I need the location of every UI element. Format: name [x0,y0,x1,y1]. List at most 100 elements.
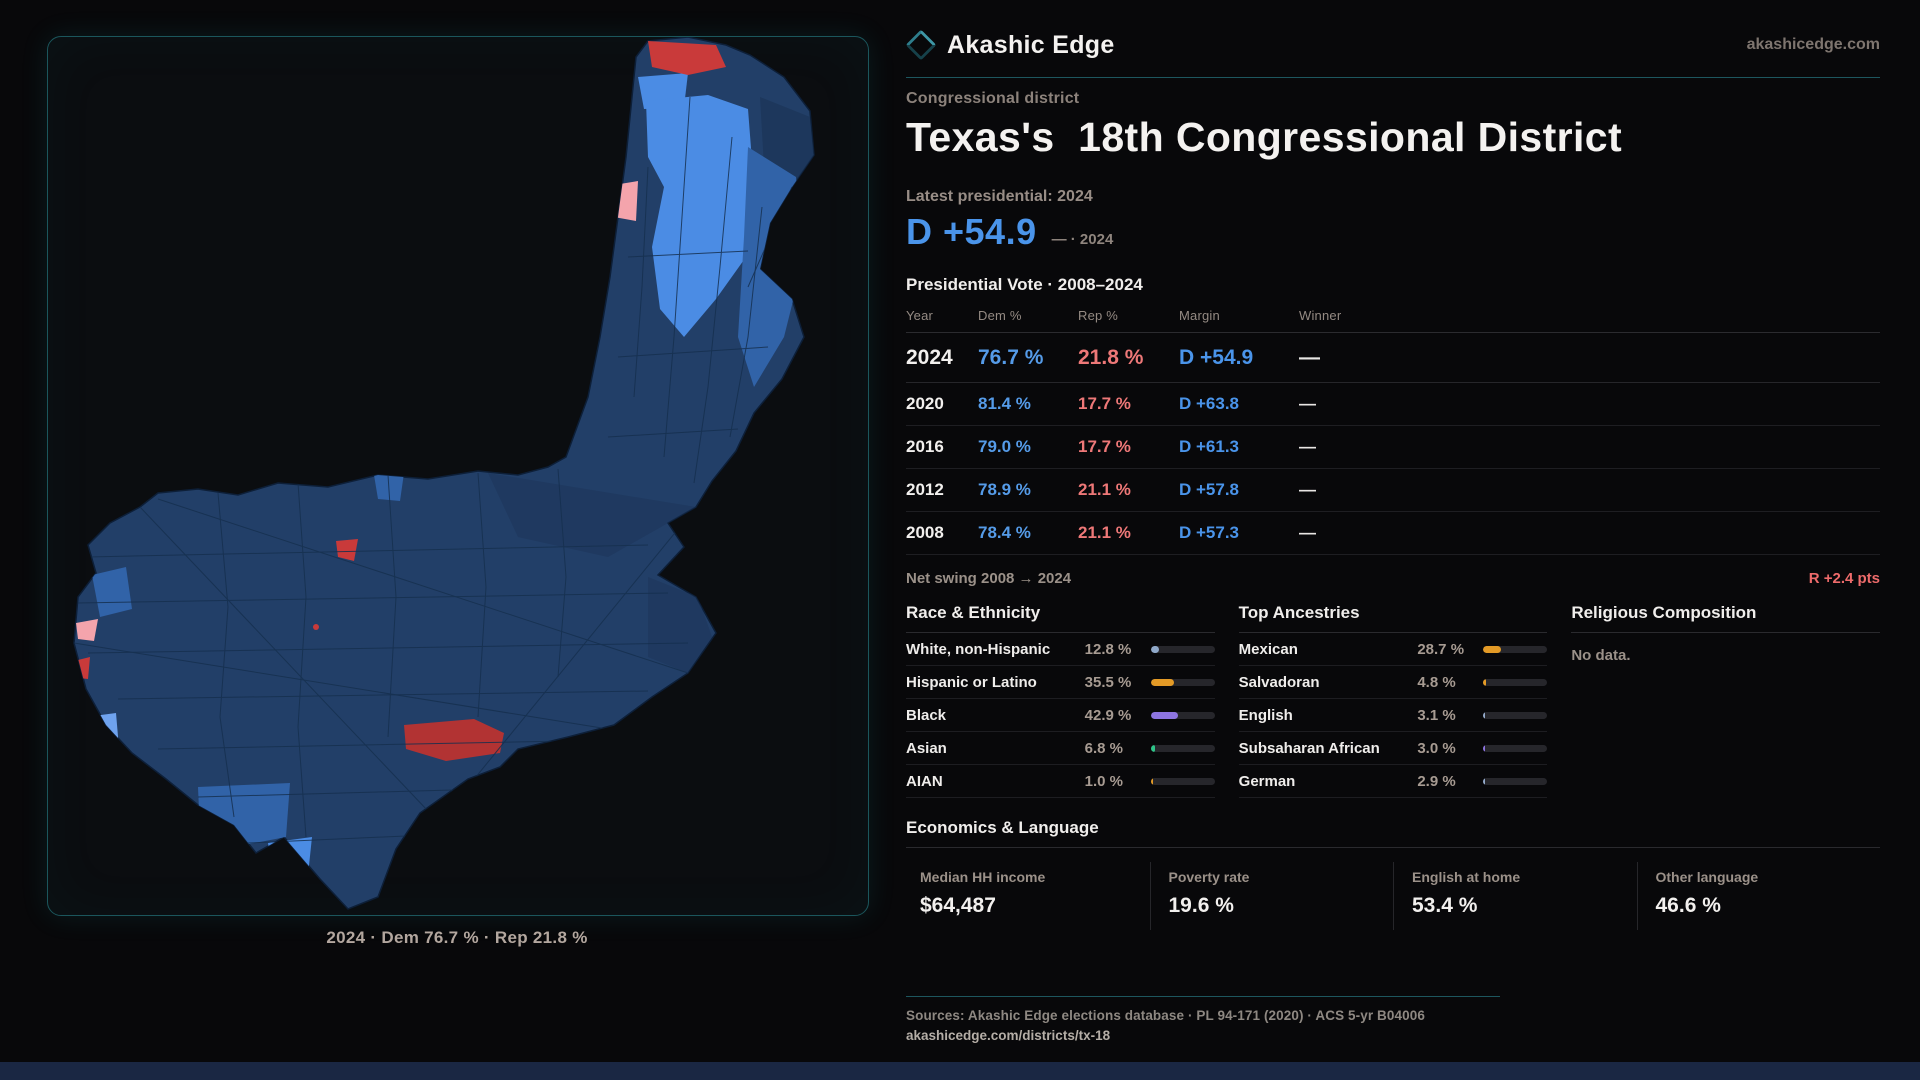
col-year: Year [906,308,934,324]
vote-margin: D +63.8 [1179,394,1240,414]
precinct-borders [74,96,793,898]
vote-rows: 2024 76.7 % 21.8 % D +54.9 — 2020 81.4 % 17.7 %… [906,333,1880,556]
religion-column: Religious Composition No data. [1571,603,1880,798]
precinct-dem-mid [198,783,290,845]
district-map-panel [47,36,869,916]
stat-card: English at home 53.4 % [1393,862,1637,931]
precinct-rep [313,624,319,630]
stat-value: 46.6 % [1655,894,1721,918]
net-swing-label: Net swing 2008 → 2024 [906,570,1072,588]
precinct-dark [488,473,696,557]
religion-empty: No data. [1571,647,1631,665]
demo-row: Mexican 28.7 % [1238,633,1548,667]
vote-margin: D +57.3 [1179,523,1240,543]
vote-margin: D +54.9 [1179,345,1254,369]
demo-bar-fill [1150,777,1153,785]
demo-label: White, non-Hispanic [906,640,1051,658]
vote-winner: — [1299,345,1320,369]
demo-bar [1483,777,1548,785]
precinct-rep [336,539,358,561]
demo-label: AIAN [906,772,943,790]
demo-value: 12.8 % [1084,640,1132,658]
demo-row: Salvadoran 4.8 % [1238,666,1548,700]
demo-row: Black 42.9 % [906,699,1215,733]
religion-title: Religious Composition [1571,603,1880,634]
vote-dem: 76.7 % [978,345,1044,369]
brand-name[interactable]: Akashic Edge [947,30,1115,59]
demo-label: Black [906,706,947,724]
detail-panel: Akashic Edge akashicedge.com Congression… [905,26,1881,1043]
demo-value: 42.9 % [1084,706,1132,724]
precinct-rep [648,41,726,75]
vote-winner: — [1299,523,1316,543]
demo-value: 4.8 % [1417,673,1456,691]
district-url-link[interactable]: akashicedge.com/districts/tx-18 [906,1028,1111,1044]
vote-dem: 81.4 % [978,394,1031,414]
demo-row: Asian 6.8 % [906,732,1215,766]
headline-margin: D +54.9 [906,211,1037,253]
map-caption: 2024 · Dem 76.7 % · Rep 21.8 % [326,928,588,947]
race-title: Race & Ethnicity [906,603,1215,634]
demo-bar-fill [1150,645,1159,653]
demo-value: 2.9 % [1417,772,1456,790]
race-column: Race & Ethnicity White, non-Hispanic 12.8… [906,603,1215,799]
race-rows: White, non-Hispanic 12.8 % Hispanic or Lat… [906,633,1215,799]
demo-value: 3.1 % [1417,706,1456,724]
vote-margin: D +57.8 [1179,480,1240,500]
vote-row: 2024 76.7 % 21.8 % D +54.9 — [906,333,1880,384]
precinct-dem-strong [646,95,754,337]
brand-diamond-icon [905,29,937,61]
precinct-dem-light [86,713,122,801]
demo-bar-fill [1483,777,1486,785]
demo-value: 28.7 % [1417,640,1465,658]
vote-rep: 21.8 % [1078,345,1144,369]
stat-card: Poverty rate 19.6 % [1149,862,1394,931]
ancestry-column: Top Ancestries Mexican 28.7 % Salvadoran 4.… [1238,603,1548,799]
sources-text: Sources: Akashic Edge elections database… [906,1008,1425,1024]
vote-margin: D +61.3 [1179,437,1240,457]
demo-bar [1150,744,1215,752]
ancestry-title: Top Ancestries [1238,603,1548,634]
precinct-rep [404,719,504,761]
demographics: Race & Ethnicity White, non-Hispanic 12.8… [906,603,1880,799]
demo-bar [1150,777,1215,785]
stat-value: 53.4 % [1412,894,1478,918]
demo-bar [1483,711,1548,719]
district-map[interactable] [48,37,868,915]
demo-bar-fill [1150,744,1155,752]
stat-label: Other language [1655,869,1759,886]
economics-title: Economics & Language [906,818,1880,849]
demo-bar [1150,645,1215,653]
demo-value: 1.0 % [1084,772,1124,790]
demo-bar-fill [1483,744,1486,752]
demo-bar-fill [1483,678,1487,686]
footer: Sources: Akashic Edge elections database… [906,996,1500,1043]
vote-winner: — [1299,480,1316,500]
vote-rep: 21.1 % [1078,523,1131,543]
stat-card: Other language 46.6 % [1636,862,1881,931]
vote-row: 2012 78.9 % 21.1 % D +57.8 — [906,469,1880,513]
header-divider [906,77,1880,78]
demo-label: Salvadoran [1238,673,1320,691]
demo-label: Hispanic or Latino [906,673,1037,691]
col-winner: Winner [1299,308,1342,324]
demo-label: Subsaharan African [1238,739,1380,757]
demo-value: 6.8 % [1084,739,1124,757]
vote-year: 2016 [906,437,944,457]
demo-row: Hispanic or Latino 35.5 % [906,666,1215,700]
vote-winner: — [1299,394,1316,414]
demo-value: 3.0 % [1417,739,1456,757]
stat-label: Poverty rate [1168,869,1250,886]
demo-label: Asian [906,739,947,757]
demo-bar [1150,711,1215,719]
brand-site-link[interactable]: akashicedge.com [1746,36,1880,53]
demo-label: German [1238,772,1296,790]
vote-year: 2020 [906,394,944,414]
net-swing-value: R +2.4 pts [1808,570,1880,588]
precinct-dark [648,577,712,673]
vote-table-header: Year Dem % Rep % Margin Winner [906,308,1880,334]
demo-bar [1483,645,1548,653]
vote-dem: 78.9 % [978,480,1031,500]
demo-bar [1150,678,1215,686]
demo-bar-fill [1150,711,1178,719]
